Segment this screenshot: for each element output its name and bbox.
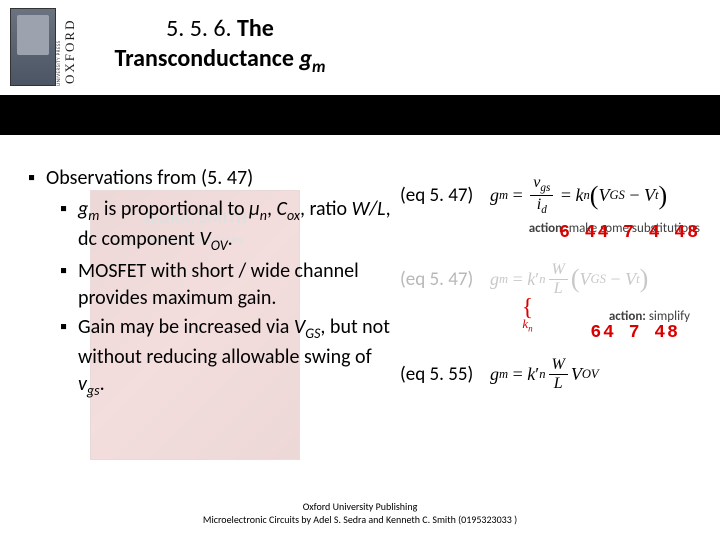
eq-Vt: V bbox=[644, 185, 655, 206]
sub-bullet-1: gm is proportional to μn, Cox, ratio W/L… bbox=[60, 196, 400, 256]
eq3-VOVsub: OV bbox=[582, 367, 599, 382]
header-bar bbox=[0, 95, 720, 135]
sb1-ratio: W/L bbox=[352, 197, 386, 221]
sb1-c1: , bbox=[267, 197, 277, 221]
title-varsub: m bbox=[312, 56, 326, 77]
eq-gm: g bbox=[490, 185, 499, 206]
eq2-knpsub: n bbox=[539, 272, 545, 287]
sb1-gmsub: m bbox=[88, 207, 99, 224]
eq-kn: k bbox=[575, 185, 583, 206]
title-var: g bbox=[299, 44, 312, 73]
bullet-main-text: Observations from (5. 47) bbox=[46, 166, 253, 190]
eq-label-555: (eq 5. 55) bbox=[400, 363, 482, 386]
sb1-vov: V bbox=[199, 227, 210, 251]
eq-label-547a: (eq 5. 47) bbox=[400, 184, 482, 207]
eq3-L: L bbox=[551, 375, 566, 392]
kn-red-label: kn bbox=[500, 316, 555, 334]
footer: Oxford University Publishing Microelectr… bbox=[0, 501, 720, 526]
sb3-vgs2sub: gs bbox=[87, 382, 100, 399]
eq3-gmsub: m bbox=[499, 367, 508, 382]
bullet-main: Observations from (5. 47) gm is proporti… bbox=[30, 165, 400, 401]
sb1-tail: . bbox=[228, 227, 233, 251]
sb1-mid1: is proportional to bbox=[99, 197, 249, 221]
oxford-logo: UNIVERSITY PRESS OXFORD bbox=[10, 8, 78, 86]
title-prefix: 5. 5. 6. bbox=[166, 14, 237, 43]
sub-bullet-3: Gain may be increased via VGS, but not w… bbox=[60, 314, 400, 401]
eq2-W: W bbox=[549, 262, 568, 280]
eq3-knpsub: n bbox=[539, 367, 545, 382]
action-2: action: simplify bbox=[609, 309, 690, 324]
sb3-vgssub: GS bbox=[305, 325, 320, 342]
eq3-W: W bbox=[549, 357, 568, 375]
sub-bullet-2: MOSFET with short / wide channel provide… bbox=[60, 258, 400, 312]
eq-555: (eq 5. 55) gm = k′n W L VOV bbox=[400, 357, 710, 392]
slide-title: 5. 5. 6. The Transconductance gm bbox=[90, 14, 350, 77]
eq3-knp: k bbox=[527, 364, 535, 385]
sb1-cox: C bbox=[277, 197, 287, 221]
footer-line1: Oxford University Publishing bbox=[0, 501, 720, 514]
eq-547-b: (eq 5. 47) gm = k′n W L ( VGS − Vt ) bbox=[400, 262, 710, 297]
eq2-Vt: V bbox=[625, 269, 636, 290]
red-overlay-2: 64 7 48 bbox=[590, 323, 680, 343]
eq2-VGS: V bbox=[580, 269, 591, 290]
sb1-coxsub: ox bbox=[287, 207, 300, 224]
eq-VGSsub: GS bbox=[609, 188, 624, 203]
eq-gmsub: m bbox=[499, 188, 508, 203]
content-body: Observations from (5. 47) gm is proporti… bbox=[30, 165, 400, 403]
eq2-VGSsub: GS bbox=[591, 272, 606, 287]
footer-line2: Microelectronic Circuits by Adel S. Sedr… bbox=[0, 514, 720, 527]
logo-maintext: OXFORD bbox=[62, 8, 78, 86]
eq2-gmsub: m bbox=[499, 272, 508, 287]
equations-block: (eq 5. 47) gm = vgs id = kn ( VGS − Vt )… bbox=[400, 175, 710, 396]
sb3-tail: . bbox=[100, 372, 105, 396]
eq-idsub: d bbox=[541, 205, 547, 217]
eq-547-a: (eq 5. 47) gm = vgs id = kn ( VGS − Vt ) bbox=[400, 175, 710, 217]
action2-text: simplify bbox=[649, 309, 690, 324]
sb2-text: MOSFET with short / wide channel provide… bbox=[78, 259, 359, 310]
eq3-VOV: V bbox=[571, 364, 582, 385]
sb3-pre: Gain may be increased via bbox=[78, 315, 294, 339]
sb3-vgs2: v bbox=[78, 372, 87, 396]
eq-vgssub: gs bbox=[540, 182, 550, 194]
sb1-c2: , ratio bbox=[300, 197, 352, 221]
sb1-musub: n bbox=[260, 207, 267, 224]
sb3-vgs: V bbox=[294, 315, 305, 339]
eq-VGS: V bbox=[598, 185, 609, 206]
eq2-knp: k bbox=[527, 269, 535, 290]
sb1-gm: g bbox=[78, 197, 88, 221]
eq2-gm: g bbox=[490, 269, 499, 290]
sb1-mu: μ bbox=[249, 197, 260, 221]
eq-label-547b: (eq 5. 47) bbox=[400, 268, 482, 291]
action2-pre: action: bbox=[609, 309, 649, 324]
eq3-gm: g bbox=[490, 364, 499, 385]
red-overlay-1: 6 44 7 4 48 bbox=[559, 223, 700, 243]
sb1-vovsub: OV bbox=[211, 237, 228, 254]
logo-image bbox=[10, 8, 56, 86]
